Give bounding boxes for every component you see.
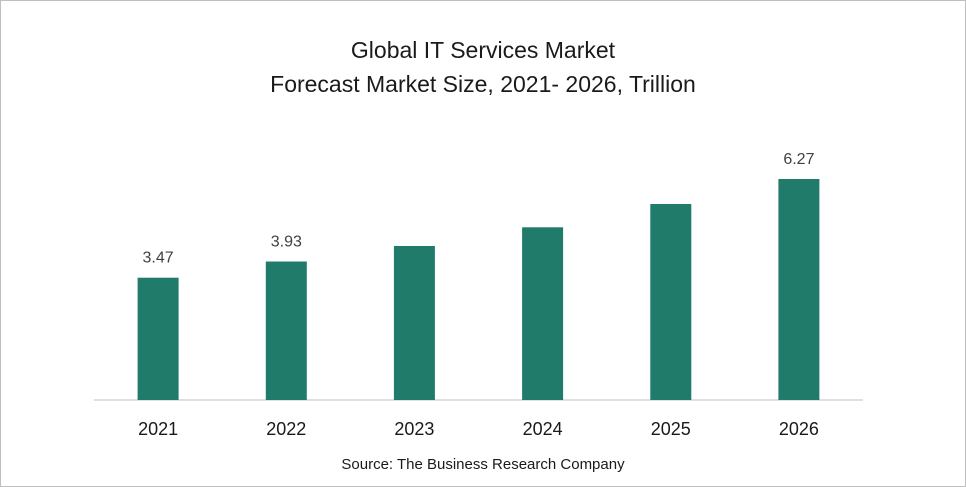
chart-subtitle: Forecast Market Size, 2021- 2026, Trilli… [270, 71, 696, 97]
x-tick-label-2022: 2022 [266, 419, 306, 439]
data-label-2026: 6.27 [783, 151, 814, 168]
data-label-2022: 3.93 [271, 234, 302, 251]
bar-2026 [778, 179, 820, 400]
x-tick-label-2023: 2023 [394, 419, 434, 439]
bar-2022 [265, 261, 307, 400]
x-tick-label-2026: 2026 [779, 419, 819, 439]
x-tick-label-2024: 2024 [523, 419, 563, 439]
data-label-2021: 3.47 [143, 250, 174, 267]
x-tick-label-2025: 2025 [651, 419, 691, 439]
bar-2021 [137, 277, 179, 400]
chart-title: Global IT Services Market [350, 37, 616, 63]
bar-2023 [393, 246, 435, 400]
source-note: Source: The Business Research Company [341, 456, 625, 473]
x-tick-label-2021: 2021 [138, 419, 178, 439]
bar-2024 [522, 227, 564, 400]
bar-2025 [650, 204, 692, 400]
